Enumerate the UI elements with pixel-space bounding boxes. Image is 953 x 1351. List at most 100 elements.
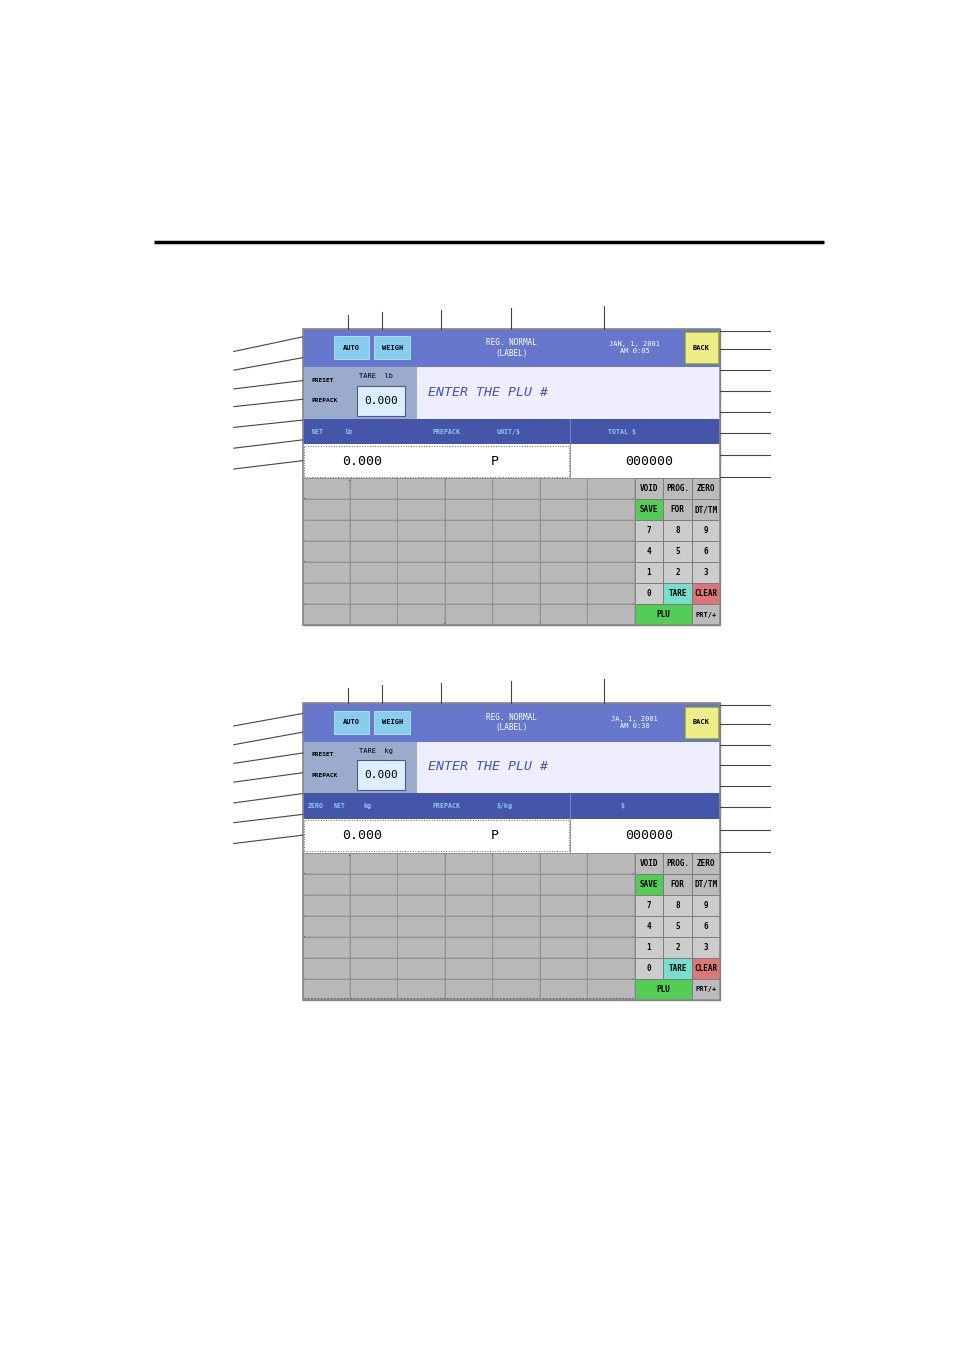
Bar: [634, 500, 662, 520]
Text: 4: 4: [646, 921, 651, 931]
Text: CLEAR: CLEAR: [694, 589, 717, 598]
Bar: [303, 605, 349, 624]
Bar: [587, 854, 634, 873]
Bar: [691, 520, 720, 542]
Bar: [397, 875, 444, 893]
Text: 6: 6: [703, 547, 708, 557]
Bar: [493, 542, 538, 561]
Bar: [351, 584, 396, 603]
Bar: [691, 874, 720, 894]
Bar: [662, 894, 691, 916]
Bar: [351, 938, 396, 957]
Text: 7: 7: [646, 526, 651, 535]
Text: TARE: TARE: [667, 963, 686, 973]
Bar: [684, 332, 718, 363]
Bar: [303, 480, 349, 499]
Bar: [662, 542, 691, 562]
Bar: [397, 584, 444, 603]
Bar: [445, 563, 491, 582]
Bar: [302, 444, 720, 478]
Bar: [493, 563, 538, 582]
Bar: [540, 584, 586, 603]
Text: 9: 9: [703, 526, 708, 535]
Bar: [302, 793, 720, 819]
Bar: [540, 938, 586, 957]
Bar: [351, 500, 396, 519]
Bar: [302, 703, 720, 742]
Text: PROG.: PROG.: [665, 859, 688, 867]
Bar: [587, 896, 634, 915]
Text: 3: 3: [703, 943, 708, 951]
Bar: [445, 584, 491, 603]
Bar: [445, 605, 491, 624]
Bar: [303, 938, 349, 957]
Bar: [540, 959, 586, 978]
Bar: [634, 978, 691, 1000]
Bar: [302, 328, 720, 367]
Bar: [540, 500, 586, 519]
Text: 6: 6: [703, 921, 708, 931]
Bar: [351, 542, 396, 561]
Bar: [304, 820, 568, 851]
Bar: [587, 542, 634, 561]
Bar: [303, 875, 349, 893]
Text: 000000: 000000: [624, 455, 673, 467]
Text: SAVE: SAVE: [639, 880, 658, 889]
Bar: [397, 500, 444, 519]
Bar: [303, 959, 349, 978]
Text: ZERO: ZERO: [307, 802, 323, 809]
Bar: [302, 703, 720, 1000]
Text: 0: 0: [646, 963, 651, 973]
Bar: [351, 480, 396, 499]
Bar: [662, 584, 691, 604]
Text: 5: 5: [675, 547, 679, 557]
Bar: [397, 896, 444, 915]
Text: NET: NET: [334, 802, 346, 809]
Bar: [691, 958, 720, 978]
Text: REG. NORMAL
(LABEL): REG. NORMAL (LABEL): [485, 712, 537, 732]
Text: TOTAL $: TOTAL $: [607, 428, 635, 435]
Bar: [691, 542, 720, 562]
Bar: [493, 979, 538, 998]
Bar: [303, 521, 349, 540]
Text: PLU: PLU: [656, 985, 670, 993]
Text: ENTER THE PLU #: ENTER THE PLU #: [428, 385, 547, 399]
Text: PREPACK: PREPACK: [312, 773, 337, 778]
Bar: [303, 896, 349, 915]
Text: ZERO: ZERO: [696, 859, 715, 867]
Bar: [397, 854, 444, 873]
Bar: [493, 875, 538, 893]
Text: P: P: [490, 455, 498, 467]
Text: ENTER THE PLU #: ENTER THE PLU #: [428, 761, 547, 773]
Bar: [493, 854, 538, 873]
Bar: [691, 562, 720, 584]
Bar: [302, 328, 720, 626]
Text: 000000: 000000: [624, 830, 673, 842]
Bar: [634, 916, 662, 936]
Text: 0.000: 0.000: [364, 770, 397, 781]
Bar: [662, 958, 691, 978]
Text: PREPACK: PREPACK: [432, 802, 459, 809]
Bar: [634, 958, 662, 978]
Bar: [540, 605, 586, 624]
Text: 4: 4: [646, 547, 651, 557]
Text: $: $: [619, 802, 623, 809]
Bar: [302, 742, 417, 793]
Text: VOID: VOID: [639, 484, 658, 493]
Bar: [587, 938, 634, 957]
Bar: [634, 584, 662, 604]
Text: 0: 0: [646, 589, 651, 598]
Text: VOID: VOID: [639, 859, 658, 867]
Text: SAVE: SAVE: [639, 505, 658, 515]
Bar: [445, 480, 491, 499]
Bar: [493, 480, 538, 499]
Text: 2: 2: [675, 569, 679, 577]
Text: PLU: PLU: [656, 611, 670, 619]
Bar: [356, 761, 404, 790]
Text: 5: 5: [675, 921, 679, 931]
Bar: [351, 959, 396, 978]
Bar: [303, 917, 349, 936]
Bar: [540, 542, 586, 561]
Text: TARE  kg: TARE kg: [358, 748, 393, 754]
Text: PRESET: PRESET: [312, 377, 334, 382]
